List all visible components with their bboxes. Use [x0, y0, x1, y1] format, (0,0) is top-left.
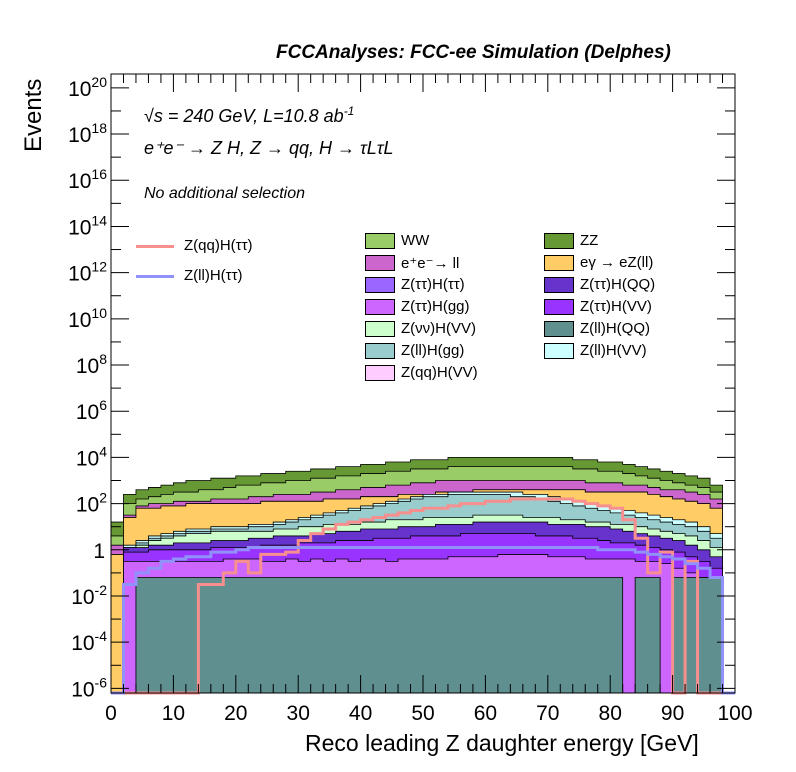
y-tick-label: 1016: [68, 166, 107, 193]
y-tick-label: 102: [76, 490, 107, 517]
x-tick-label: 40: [349, 702, 372, 725]
y-axis-label: Events: [20, 78, 47, 152]
legend-label: Z(qq)H(VV): [401, 364, 478, 381]
x-tick-label: 100: [717, 702, 752, 725]
x-tick-label: 20: [224, 702, 247, 725]
selection-annotation: No additional selection: [144, 185, 305, 202]
legend-fill-swatch: [365, 343, 395, 359]
legend-fill-swatch: [544, 321, 574, 337]
x-tick-label: 30: [287, 702, 310, 725]
y-tick-label: 10-4: [71, 628, 107, 655]
legend-fill-swatch: [544, 255, 574, 271]
legend-label: Z(ττ)H(VV): [580, 298, 652, 315]
legend-fill-swatch: [365, 299, 395, 315]
legend-label: Z(ll)H(VV): [580, 342, 647, 359]
legend-fill-swatch: [365, 255, 395, 271]
legend-label: WW: [401, 232, 430, 249]
signal-line-z-ll-h-: [111, 545, 735, 695]
legend-line-swatch: [136, 245, 174, 248]
y-tick-label: 1014: [68, 212, 107, 239]
legend-label: Z(ττ)H(gg): [401, 298, 470, 315]
y-tick-label: 10-2: [71, 582, 107, 609]
y-tick-label: 104: [76, 443, 107, 470]
y-tick-label: 106: [76, 397, 107, 424]
x-tick-label: 90: [661, 702, 684, 725]
x-axis-label: Reco leading Z daughter energy [GeV]: [305, 730, 699, 756]
y-tick-label: 1: [93, 540, 105, 563]
x-tick-label: 60: [474, 702, 497, 725]
legend-label: Z(ll)H(ττ): [184, 267, 243, 284]
legend-label: e⁺e⁻→ ll: [401, 255, 460, 272]
y-tick-label: 1020: [68, 74, 107, 101]
legend-fill-swatch: [365, 277, 395, 293]
process-annotation: e⁺e⁻ → Z H, Z → qq, H → τLτL: [144, 138, 394, 158]
legend-fill-swatch: [544, 343, 574, 359]
legend-label: Z(νν)H(VV): [401, 320, 476, 337]
legend-fill-swatch: [365, 233, 395, 249]
plot-title: FCCAnalyses: FCC-ee Simulation (Delphes): [276, 42, 671, 63]
legend-fill-swatch: [544, 277, 574, 293]
y-tick-label: 1018: [68, 120, 107, 147]
y-tick-label: 108: [76, 351, 107, 378]
y-tick-label: 1012: [68, 259, 107, 286]
y-tick-label: 10-6: [71, 674, 107, 701]
legend-label: Z(ll)H(QQ): [580, 320, 650, 337]
legend-fill-swatch: [365, 365, 395, 381]
energy-annotation: √s = 240 GeV, L=10.8 ab-1: [144, 104, 354, 127]
legend-label: Z(qq)H(ττ): [184, 237, 253, 254]
legend-label: ZZ: [580, 232, 599, 249]
legend-label: eγ → eZ(ll): [580, 254, 654, 271]
legend-label: Z(ττ)H(QQ): [580, 276, 656, 293]
stack-z-ll-h-qq-: [111, 577, 735, 694]
legend-fill-swatch: [365, 321, 395, 337]
legend-fill-swatch: [544, 299, 574, 315]
y-tick-label: 1010: [68, 305, 107, 332]
legend-fill-swatch: [544, 233, 574, 249]
x-tick-label: 70: [536, 702, 559, 725]
x-tick-label: 50: [411, 702, 434, 725]
x-tick-label: 10: [162, 702, 185, 725]
legend-label: Z(ττ)H(ττ): [401, 276, 465, 293]
legend-line-swatch: [136, 275, 174, 278]
legend-label: Z(ll)H(gg): [401, 342, 465, 359]
x-tick-label: 0: [105, 702, 117, 725]
energy-exponent: -1: [343, 104, 355, 118]
signal-line-z-qq-h-: [111, 497, 735, 695]
energy-text: √s = 240 GeV, L=10.8 ab: [144, 106, 344, 126]
x-tick-label: 80: [599, 702, 622, 725]
